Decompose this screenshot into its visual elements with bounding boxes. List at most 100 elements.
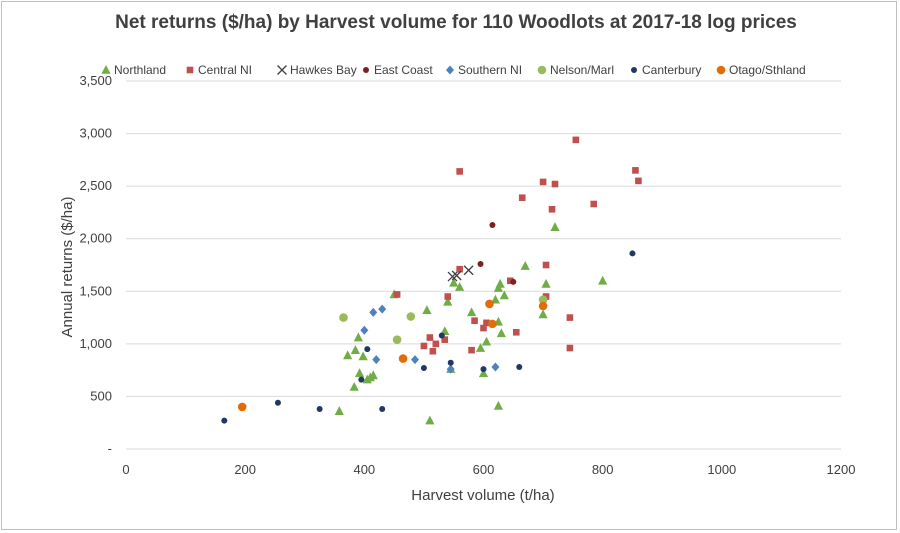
- data-point-northland: [334, 406, 344, 415]
- data-point-canterbury: [358, 376, 365, 383]
- data-point-northland: [443, 296, 453, 306]
- data-point-northland: [349, 381, 359, 391]
- y-tick-label: 500: [90, 388, 112, 403]
- data-point-northland: [550, 222, 560, 231]
- data-point-central-ni: [542, 261, 550, 269]
- legend-item-nelson-marl: Nelson/Marl: [537, 63, 614, 77]
- data-points: [221, 136, 642, 425]
- data-point-canterbury: [629, 250, 636, 257]
- y-tick-label: 1,500: [79, 283, 112, 298]
- data-point-central-ni: [468, 346, 475, 354]
- legend-item-otago-sthland: Otago/Sthland: [716, 63, 806, 77]
- x-tick-label: 800: [592, 462, 614, 477]
- data-point-northland: [466, 307, 477, 317]
- gridlines: [126, 80, 841, 450]
- data-point-central-ni: [483, 319, 490, 327]
- x-tick-label: 1000: [707, 462, 736, 477]
- data-point-southern-ni: [410, 355, 419, 365]
- data-point-central-ni: [539, 178, 547, 186]
- data-point-northland: [538, 309, 548, 319]
- data-point-canterbury: [447, 359, 454, 366]
- data-point-central-ni: [441, 336, 449, 343]
- data-point-northland: [541, 278, 551, 288]
- data-point-central-ni: [518, 194, 526, 202]
- data-point-central-ni: [566, 314, 574, 321]
- y-tick-label: 2,000: [79, 231, 112, 246]
- x-tick-label: 0: [122, 462, 129, 477]
- data-point-otago-sthland: [398, 354, 408, 363]
- legend: Northland Central NI Hawkes Bay East Coast S…: [101, 63, 806, 77]
- legend-label-southern-ni: Southern NI: [458, 63, 522, 77]
- data-point-northland: [495, 278, 505, 288]
- series-central-ni: [393, 136, 642, 355]
- legend-marker-hawkes-bay: [277, 65, 287, 75]
- data-point-northland: [343, 350, 353, 360]
- data-point-nelson-marl: [339, 313, 348, 322]
- y-tick-label: 2,500: [79, 178, 112, 193]
- legend-label-canterbury: Canterbury: [642, 63, 701, 77]
- series-southern-ni: [360, 304, 500, 374]
- data-point-central-ni: [471, 317, 478, 325]
- data-point-central-ni: [566, 344, 574, 352]
- data-point-hawkes-bay: [463, 265, 474, 276]
- data-point-northland: [481, 336, 492, 346]
- data-point-central-ni: [432, 340, 440, 348]
- data-point-northland: [368, 370, 378, 380]
- data-point-hawkes-bay: [451, 270, 462, 281]
- data-point-nelson-marl: [392, 335, 402, 344]
- legend-marker-central-ni: [186, 66, 194, 74]
- data-point-central-ni: [590, 200, 598, 208]
- legend-label-central-ni: Central NI: [198, 63, 252, 77]
- data-point-east-coast: [477, 260, 484, 267]
- series-northland: [334, 222, 608, 425]
- legend-item-east-coast: East Coast: [363, 63, 433, 77]
- data-point-southern-ni: [446, 364, 455, 374]
- data-point-central-ni: [512, 328, 520, 336]
- series-hawkes-bay: [447, 265, 474, 282]
- legend-marker-otago-sthland: [716, 65, 726, 75]
- y-tick-label: 3,500: [79, 73, 112, 88]
- data-point-canterbury: [316, 406, 323, 413]
- data-point-canterbury: [274, 399, 281, 406]
- legend-marker-canterbury: [631, 67, 637, 73]
- legend-label-hawkes-bay: Hawkes Bay: [290, 63, 357, 77]
- data-point-central-ni: [542, 293, 550, 300]
- data-point-central-ni: [507, 277, 514, 285]
- series-nelson-marl: [339, 295, 548, 344]
- data-point-northland: [350, 345, 360, 354]
- data-point-canterbury: [438, 332, 445, 339]
- data-point-northland: [493, 400, 503, 410]
- data-point-nelson-marl: [538, 295, 548, 304]
- y-tick-label: -: [108, 441, 112, 456]
- data-point-otago-sthland: [538, 301, 548, 311]
- legend-item-central-ni: Central NI: [186, 63, 252, 77]
- data-point-canterbury: [480, 366, 487, 373]
- data-point-nelson-marl: [406, 312, 416, 321]
- data-point-northland: [496, 328, 506, 338]
- data-point-canterbury: [420, 365, 427, 372]
- series-east-coast: [477, 222, 547, 306]
- data-point-northland: [475, 343, 486, 352]
- legend-label-northland: Northland: [114, 63, 166, 77]
- data-point-central-ni: [456, 168, 463, 175]
- legend-item-hawkes-bay: Hawkes Bay: [277, 63, 357, 77]
- data-point-northland: [478, 368, 489, 378]
- data-point-canterbury: [364, 346, 371, 353]
- x-tick-label: 600: [473, 462, 495, 477]
- y-axis-ticks: - 500 1,000 1,500 2,000 2,500 3,000 3,500: [79, 73, 112, 456]
- data-point-northland: [520, 261, 530, 270]
- data-point-central-ni: [393, 291, 401, 298]
- x-axis-ticks: 0 200 400 600 800 1000 1200: [122, 462, 855, 477]
- legend-marker-southern-ni: [446, 65, 454, 75]
- data-point-northland: [358, 351, 368, 361]
- data-point-otago-sthland: [237, 402, 247, 412]
- data-point-northland: [499, 290, 509, 300]
- legend-item-canterbury: Canterbury: [631, 63, 701, 77]
- data-point-central-ni: [551, 180, 559, 188]
- data-point-canterbury: [221, 417, 228, 424]
- data-point-central-ni: [426, 334, 434, 341]
- legend-marker-east-coast: [363, 67, 369, 73]
- data-point-east-coast: [510, 278, 517, 285]
- legend-item-southern-ni: Southern NI: [446, 63, 522, 77]
